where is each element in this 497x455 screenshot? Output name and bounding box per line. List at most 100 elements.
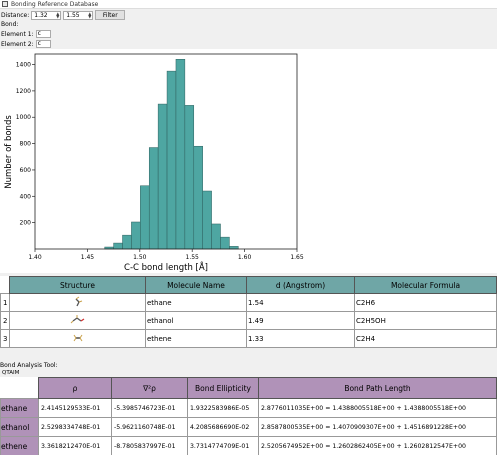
histogram-bar bbox=[202, 190, 212, 250]
laplacian-value: -8.7805837997E-01 bbox=[111, 436, 188, 455]
structure-cell bbox=[9, 329, 146, 348]
molecule-name: ethanol bbox=[145, 311, 247, 330]
molecule-structure-icon bbox=[70, 314, 85, 323]
y-tick-label: 1200 bbox=[16, 88, 31, 95]
structure-cell bbox=[9, 293, 146, 312]
histogram-bar bbox=[175, 59, 186, 250]
table-row[interactable]: ethanol 2.5298334748E-01 -5.9621160748E-… bbox=[0, 417, 497, 437]
col-structure[interactable]: Structure bbox=[9, 276, 146, 294]
row-header[interactable]: ethane bbox=[0, 398, 39, 418]
y-tick-label: 600 bbox=[20, 167, 32, 174]
element2-label: Element 2: bbox=[1, 40, 34, 48]
bond-distance: 1.49 bbox=[246, 311, 355, 330]
molecule-structure-icon bbox=[73, 334, 83, 341]
analysis-table: ρ ∇²ρ Bond Ellipticity Bond Path Length … bbox=[0, 377, 497, 455]
bond-analysis-label: Bond Analysis Tool: bbox=[0, 362, 58, 369]
histogram-bar bbox=[113, 242, 123, 250]
y-axis-label: Number of bonds bbox=[4, 115, 14, 189]
histogram-bar bbox=[131, 221, 141, 250]
table-row[interactable]: 1 ethane 1.54 C2H6 bbox=[0, 293, 497, 312]
y-tick-label: 200 bbox=[20, 220, 32, 227]
bond-path-length-value: 2.8776011035E+00 = 1.4388005518E+00 + 1.… bbox=[258, 398, 497, 418]
window-title: Bonding Reference Database bbox=[11, 0, 99, 8]
y-tick-label: 400 bbox=[20, 193, 32, 200]
molecule-structure-icon bbox=[75, 296, 83, 306]
molecule-table: Structure Molecule Name d (Angstrom) Mol… bbox=[0, 276, 497, 348]
ellipticity-value: 3.7314774709E-01 bbox=[187, 436, 259, 455]
element2-row: Element 2: c bbox=[1, 40, 51, 48]
app-icon bbox=[2, 1, 8, 7]
col-ellipticity[interactable]: Bond Ellipticity bbox=[187, 377, 259, 399]
rho-value: 2.5298334748E-01 bbox=[38, 417, 112, 437]
table-row[interactable]: 3 ethene 1.33 C2H4 bbox=[0, 329, 497, 348]
col-molecule-name[interactable]: Molecule Name bbox=[145, 276, 247, 294]
table-row[interactable]: 2 ethanol 1.49 C2H5OH bbox=[0, 311, 497, 330]
ellipticity-value: 4.2085686690E-02 bbox=[187, 417, 259, 437]
row-header-corner bbox=[0, 377, 39, 399]
col-rho[interactable]: ρ bbox=[38, 377, 112, 399]
row-header-corner bbox=[0, 276, 10, 294]
histogram-bar bbox=[211, 223, 221, 250]
row-header[interactable]: ethanol bbox=[0, 417, 39, 437]
element1-input[interactable]: c bbox=[35, 30, 51, 38]
laplacian-value: -5.9621160748E-01 bbox=[111, 417, 188, 437]
distance-max-value: 1.55 bbox=[66, 11, 80, 19]
histogram-bar bbox=[157, 103, 168, 250]
col-bond-path-length[interactable]: Bond Path Length bbox=[258, 377, 497, 399]
col-laplacian[interactable]: ∇²ρ bbox=[111, 377, 188, 399]
histogram-panel: 1.40 1.45 1.50 1.55 1.60 1.65 200 400 600 800 100… bbox=[0, 49, 497, 273]
row-header[interactable]: ethene bbox=[0, 436, 39, 455]
histogram-bar bbox=[148, 147, 159, 250]
element1-row: Element 1: c bbox=[1, 30, 51, 38]
bond-label: Bond: bbox=[1, 21, 19, 28]
histogram-bar bbox=[122, 234, 132, 250]
x-tick-label: 1.50 bbox=[133, 254, 147, 261]
filter-button[interactable]: Filter bbox=[95, 10, 126, 20]
distance-min-value: 1.32 bbox=[34, 11, 48, 19]
x-tick-label: 1.65 bbox=[290, 254, 304, 261]
plot-frame bbox=[34, 53, 298, 250]
laplacian-value: -5.3985746723E-01 bbox=[111, 398, 188, 418]
histogram-bar bbox=[220, 236, 230, 250]
histogram-bar bbox=[193, 145, 203, 250]
y-tick-label: 1400 bbox=[16, 62, 31, 69]
spin-arrows-icon[interactable]: ▲ ▼ bbox=[88, 11, 92, 19]
ellipticity-value: 1.9322583986E-05 bbox=[187, 398, 259, 418]
distance-max-spinbox[interactable]: 1.55 ▲ ▼ bbox=[63, 10, 94, 20]
bond-row: Bond: bbox=[1, 21, 20, 28]
x-tick-label: 1.55 bbox=[186, 254, 200, 261]
structure-cell bbox=[9, 311, 146, 330]
bond-distance: 1.54 bbox=[246, 293, 355, 312]
col-distance[interactable]: d (Angstrom) bbox=[246, 276, 355, 294]
x-tick-label: 1.60 bbox=[238, 254, 252, 261]
distance-label: Distance: bbox=[1, 11, 30, 19]
table-row[interactable]: ethene 3.3618212470E-01 -8.7805837997E-0… bbox=[0, 436, 497, 455]
y-tick-label: 1000 bbox=[16, 114, 31, 121]
molecular-formula: C2H5OH bbox=[354, 311, 497, 330]
distance-row: Distance: 1.32 ▲ ▼ 1.55 ▲ ▼ Filter bbox=[1, 10, 126, 20]
molecule-name: ethene bbox=[145, 329, 247, 348]
row-index[interactable]: 2 bbox=[0, 311, 10, 330]
bond-path-length-value: 2.8587800535E+00 = 1.4070909307E+00 + 1.… bbox=[258, 417, 497, 437]
rho-value: 3.3618212470E-01 bbox=[38, 436, 112, 455]
element1-label: Element 1: bbox=[1, 30, 34, 38]
x-tick-label: 1.40 bbox=[28, 254, 42, 261]
bond-distance: 1.33 bbox=[246, 329, 355, 348]
histogram-bar bbox=[166, 70, 177, 250]
row-index[interactable]: 1 bbox=[0, 293, 10, 312]
analysis-tool-selector[interactable]: QTAIM bbox=[2, 370, 20, 376]
element2-input[interactable]: c bbox=[35, 40, 51, 48]
rho-value: 2.4145129533E-01 bbox=[38, 398, 112, 418]
spin-arrows-icon[interactable]: ▲ ▼ bbox=[56, 11, 60, 19]
bond-path-length-value: 2.5205674952E+00 = 1.2602862405E+00 + 1.… bbox=[258, 436, 497, 455]
y-tick-label: 800 bbox=[20, 141, 32, 148]
x-tick-label: 1.45 bbox=[81, 254, 95, 261]
table-row[interactable]: ethane 2.4145129533E-01 -5.3985746723E-0… bbox=[0, 398, 497, 418]
distance-min-spinbox[interactable]: 1.32 ▲ ▼ bbox=[31, 10, 62, 20]
histogram-bar bbox=[140, 185, 150, 250]
histogram-chart: 1.40 1.45 1.50 1.55 1.60 1.65 200 400 600 800 100… bbox=[4, 53, 304, 273]
molecule-name: ethane bbox=[145, 293, 247, 312]
x-axis-label: C-C bond length [Å] bbox=[124, 261, 208, 273]
row-index[interactable]: 3 bbox=[0, 329, 10, 348]
col-molecular-formula[interactable]: Molecular Formula bbox=[354, 276, 497, 294]
